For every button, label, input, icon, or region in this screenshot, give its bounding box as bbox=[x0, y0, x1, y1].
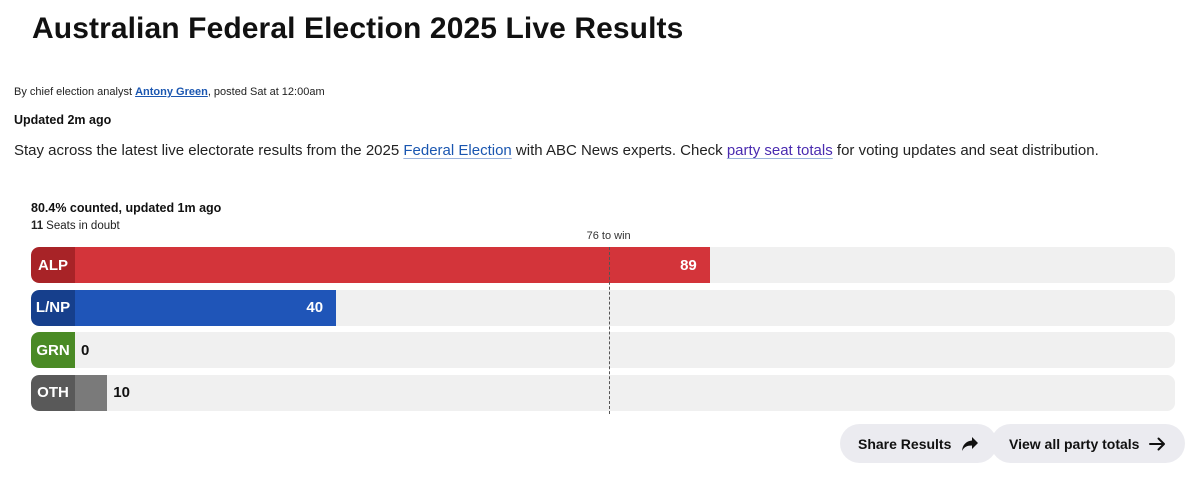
share-results-label: Share Results bbox=[858, 435, 952, 452]
seat-bar-lnp bbox=[75, 289, 337, 326]
intro-part-2: with ABC News experts. Check bbox=[511, 142, 727, 159]
party-badge-alp: ALP bbox=[31, 247, 75, 283]
intro-part-1: Stay across the latest live electorate r… bbox=[14, 142, 404, 159]
seat-count-grn: 0 bbox=[81, 341, 90, 359]
view-all-party-totals-button[interactable]: View all party totals bbox=[991, 424, 1186, 463]
party-row-grn: GRN 0 bbox=[31, 332, 1175, 368]
view-all-label: View all party totals bbox=[1009, 435, 1140, 452]
page-title: Australian Federal Election 2025 Live Re… bbox=[32, 12, 684, 45]
party-row-oth: OTH 10 bbox=[31, 374, 1175, 411]
seat-chart: 76 to win ALP 89 L/NP 40 GRN 0 OTH 10 bbox=[31, 229, 1175, 414]
party-badge-lnp: L/NP bbox=[31, 289, 75, 326]
seats-in-doubt: 11 Seats in doubt bbox=[31, 220, 120, 232]
share-results-button[interactable]: Share Results bbox=[840, 424, 998, 463]
party-row-alp: ALP 89 bbox=[31, 247, 1175, 283]
arrow-right-icon bbox=[1149, 437, 1166, 450]
party-seat-totals-link[interactable]: party seat totals bbox=[726, 142, 833, 159]
seat-bar-alp bbox=[75, 247, 710, 283]
win-threshold-line bbox=[608, 247, 610, 414]
seat-bar-oth bbox=[75, 374, 108, 411]
party-row-lnp: L/NP 40 bbox=[31, 289, 1175, 326]
updated-time: Updated 2m ago bbox=[14, 113, 112, 127]
byline: By chief election analyst Antony Green, … bbox=[14, 86, 325, 98]
party-badge-oth: OTH bbox=[31, 374, 75, 411]
intro-part-3: for voting updates and seat distribution… bbox=[832, 142, 1099, 159]
intro-text: Stay across the latest live electorate r… bbox=[14, 142, 1099, 159]
seats-in-doubt-count: 11 bbox=[31, 220, 44, 232]
byline-prefix: By chief election analyst bbox=[14, 86, 136, 98]
byline-suffix: , posted Sat at 12:00am bbox=[207, 86, 325, 98]
seat-count-alp: 89 bbox=[680, 256, 697, 274]
seat-count-lnp: 40 bbox=[306, 299, 324, 316]
win-threshold-label: 76 to win bbox=[586, 230, 631, 242]
federal-election-link[interactable]: Federal Election bbox=[403, 142, 512, 159]
party-badge-grn: GRN bbox=[31, 332, 75, 368]
counted-status: 80.4% counted, updated 1m ago bbox=[31, 201, 222, 215]
share-icon bbox=[962, 436, 979, 451]
seat-count-oth: 10 bbox=[113, 384, 130, 401]
author-link[interactable]: Antony Green bbox=[135, 86, 208, 98]
seats-in-doubt-label: Seats in doubt bbox=[46, 220, 120, 232]
